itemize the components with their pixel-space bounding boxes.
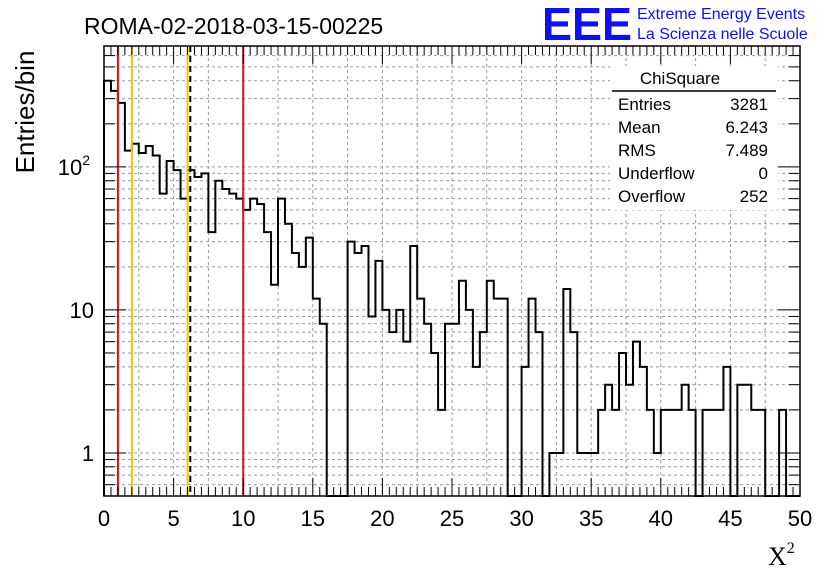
grid-lines xyxy=(104,46,800,496)
stats-row-value: 7.489 xyxy=(725,141,768,160)
x-tick-label: 20 xyxy=(370,506,394,531)
x-tick-label: 50 xyxy=(788,506,812,531)
x-axis-label-exponent: 2 xyxy=(787,540,795,557)
y-tick-label: 1 xyxy=(82,441,94,466)
stats-row-value: 3281 xyxy=(730,95,768,114)
stats-row-label: Mean xyxy=(618,118,661,137)
run-title: ROMA-02-2018-03-15-00225 xyxy=(84,13,383,39)
stats-box: ChiSquare Entries 3281 Mean 6.243 RMS 7.489 Un… xyxy=(610,66,778,210)
x-tick-label: 30 xyxy=(509,506,533,531)
eee-logo: EEE Extreme Energy Events La Scienza nel… xyxy=(542,0,808,50)
stats-row-value: 6.243 xyxy=(725,118,768,137)
stats-row-label: Underflow xyxy=(618,164,695,183)
stats-row-value: 252 xyxy=(740,187,768,206)
x-tick-label: 40 xyxy=(649,506,673,531)
stats-row-value: 0 xyxy=(759,164,768,183)
x-axis-label: X2 xyxy=(768,540,795,571)
x-tick-label: 0 xyxy=(98,506,110,531)
y-tick-label: 102 xyxy=(58,152,90,180)
stats-row-label: RMS xyxy=(618,141,656,160)
logo-line-2: La Scienza nelle Scuole xyxy=(637,26,808,43)
y-tick-label: 10 xyxy=(70,298,94,323)
stats-row-label: Overflow xyxy=(618,187,686,206)
logo-line-1: Extreme Energy Events xyxy=(637,6,805,23)
stats-rows: Entries 3281 Mean 6.243 RMS 7.489 Underflow 0 Ov… xyxy=(618,95,768,206)
stats-title: ChiSquare xyxy=(640,69,720,88)
x-tick-label: 10 xyxy=(231,506,255,531)
y-tick-label-base: 10 xyxy=(58,155,82,180)
histogram-outline xyxy=(103,79,800,497)
x-tick-label: 15 xyxy=(301,506,325,531)
axis-ticks xyxy=(103,46,801,496)
stats-row-label: Entries xyxy=(618,95,671,114)
x-tick-labels: 0 5 10 15 20 25 30 35 40 45 50 xyxy=(98,506,812,531)
x-tick-label: 35 xyxy=(579,506,603,531)
x-tick-label: 5 xyxy=(167,506,179,531)
eee-logo-letters: EEE xyxy=(542,0,632,50)
y-axis-label: Entries/bin xyxy=(10,51,40,174)
stats-box-background xyxy=(610,66,778,210)
x-tick-label: 45 xyxy=(718,506,742,531)
x-axis-label-base: X xyxy=(768,542,787,571)
reference-lines xyxy=(116,46,245,496)
y-tick-label-exponent: 2 xyxy=(82,152,90,168)
x-tick-label: 25 xyxy=(440,506,464,531)
